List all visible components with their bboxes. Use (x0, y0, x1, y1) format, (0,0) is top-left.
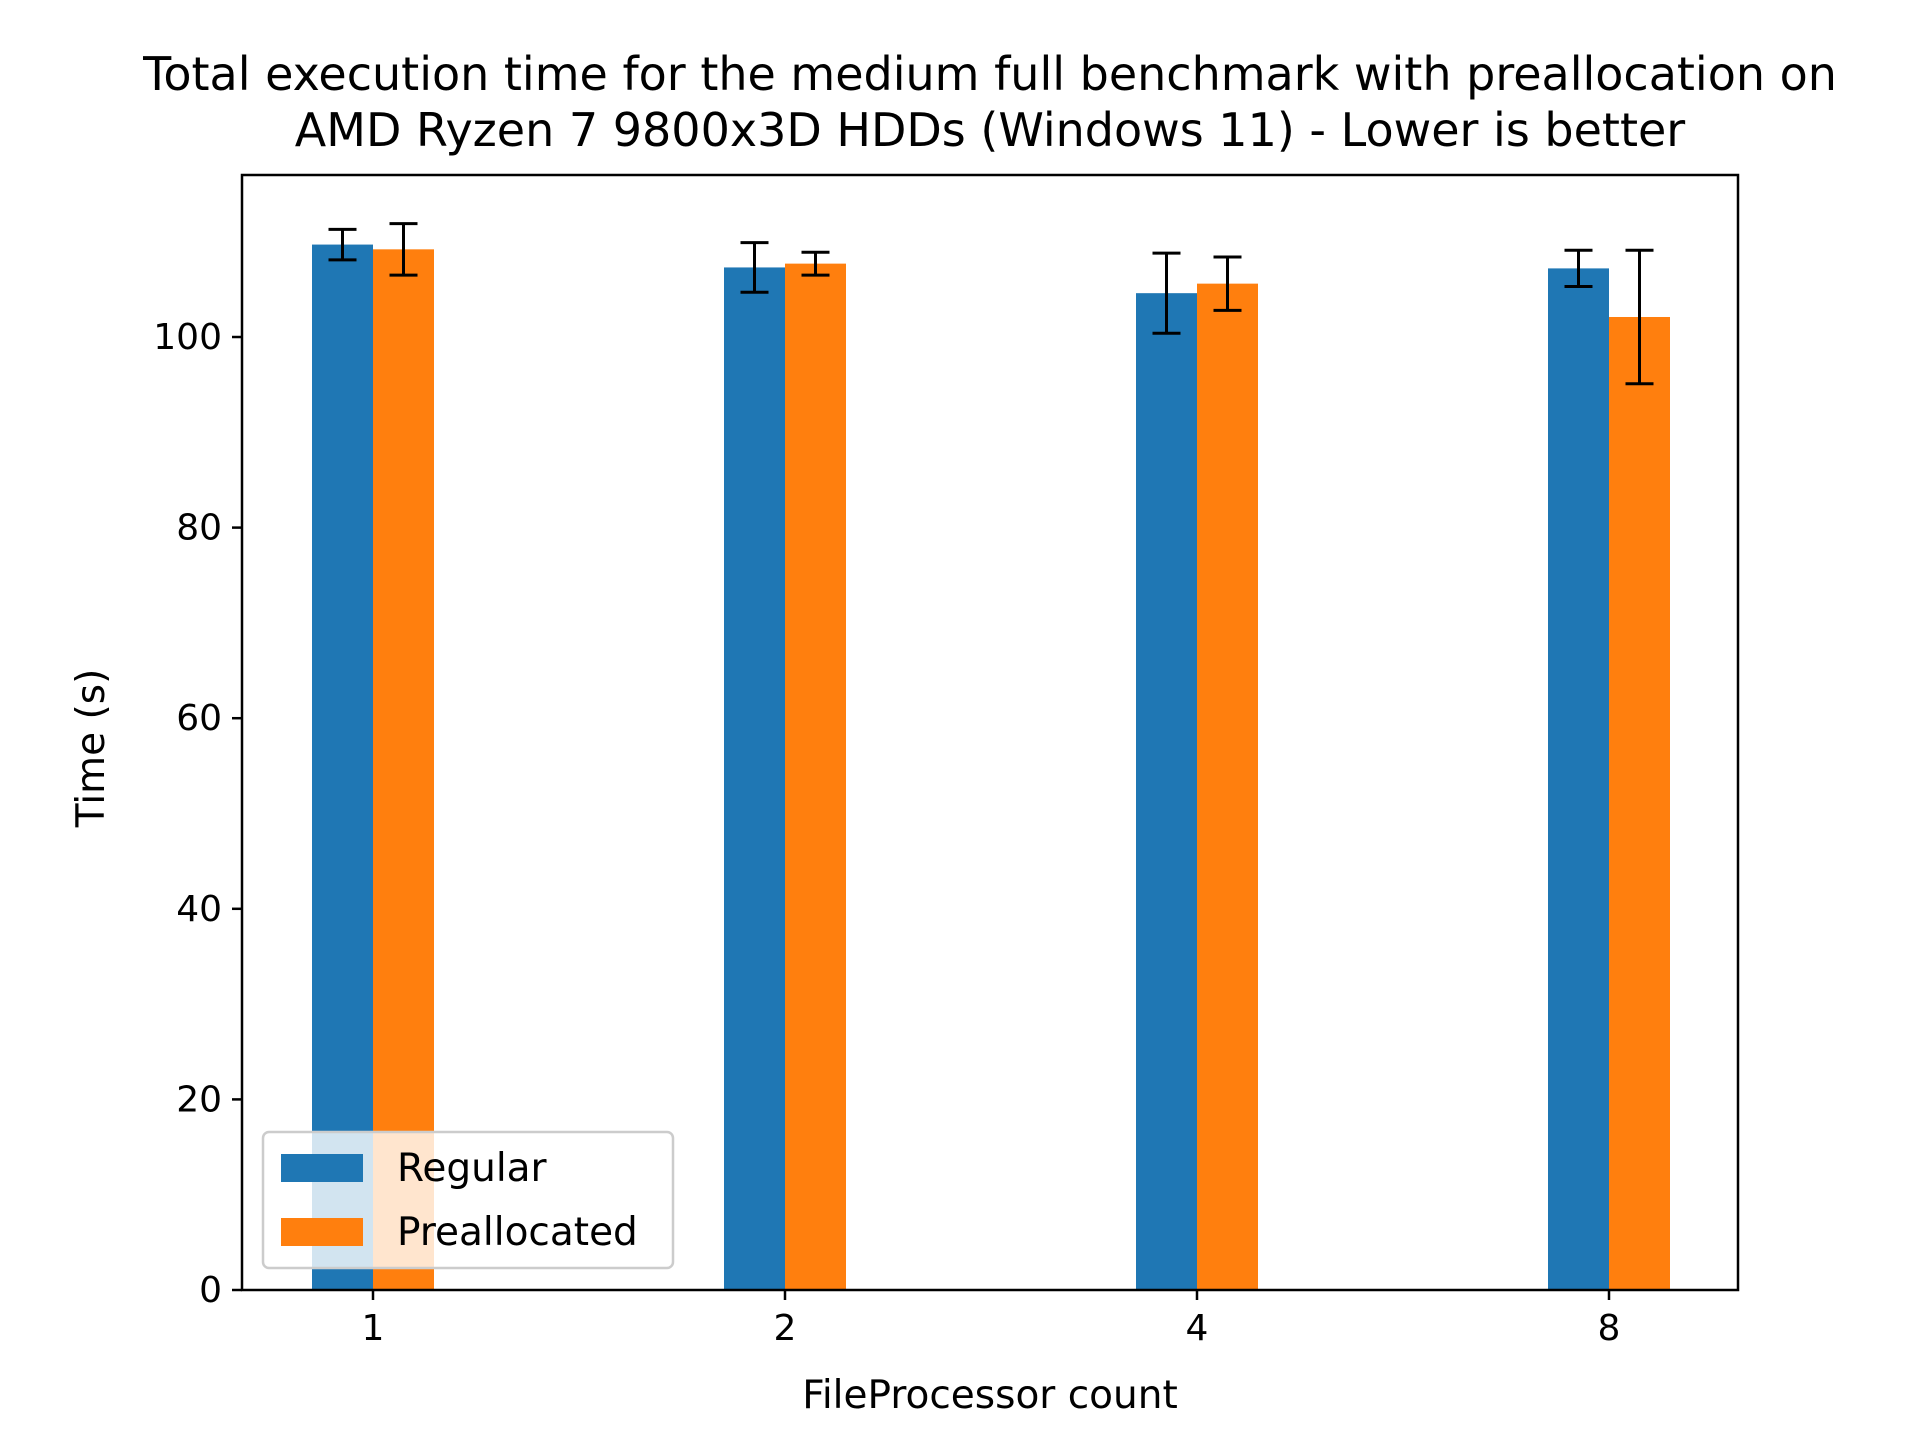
bar-regular-4 (1136, 293, 1197, 1291)
legend-box (261, 1130, 675, 1270)
bar-preallocated-1 (373, 249, 434, 1290)
x-tick-label-8: 8 (1598, 1308, 1621, 1349)
chart-subtitle: AMD Ryzen 7 9800x3D HDDs (Windows 11) - … (295, 103, 1685, 157)
x-tick-label-4: 4 (1186, 1308, 1209, 1349)
y-tick-label-100: 100 (153, 317, 222, 358)
legend-label-preallocated: Preallocated (397, 1210, 638, 1255)
y-tick-label-40: 40 (176, 889, 222, 930)
bar-preallocated-2 (785, 263, 846, 1291)
x-tick-label-1: 1 (362, 1308, 385, 1349)
y-axis-label: Time (s) (69, 669, 114, 829)
legend-swatch-regular (281, 1154, 363, 1182)
bar-preallocated-4 (1197, 283, 1258, 1291)
bar-regular-2 (724, 267, 785, 1290)
plot-area: 0 20 40 60 80 100 1 2 4 8 (153, 173, 1740, 1349)
bar-preallocated-8 (1609, 316, 1670, 1290)
y-tick-label-20: 20 (176, 1079, 222, 1120)
y-tick-label-60: 60 (176, 698, 222, 739)
x-axis-label: FileProcessor count (802, 1373, 1178, 1418)
legend: Regular Preallocated (261, 1130, 675, 1270)
plot-frame (240, 173, 1740, 1292)
x-tick-label-2: 2 (774, 1308, 797, 1349)
y-tick-label-80: 80 (176, 508, 222, 549)
bar-regular-1 (312, 244, 373, 1291)
chart-title: Total execution time for the medium full… (142, 47, 1837, 101)
y-tick-label-0: 0 (199, 1270, 222, 1311)
legend-label-regular: Regular (397, 1146, 548, 1191)
bar-regular-8 (1548, 268, 1609, 1290)
legend-swatch-preallocated (281, 1218, 363, 1246)
